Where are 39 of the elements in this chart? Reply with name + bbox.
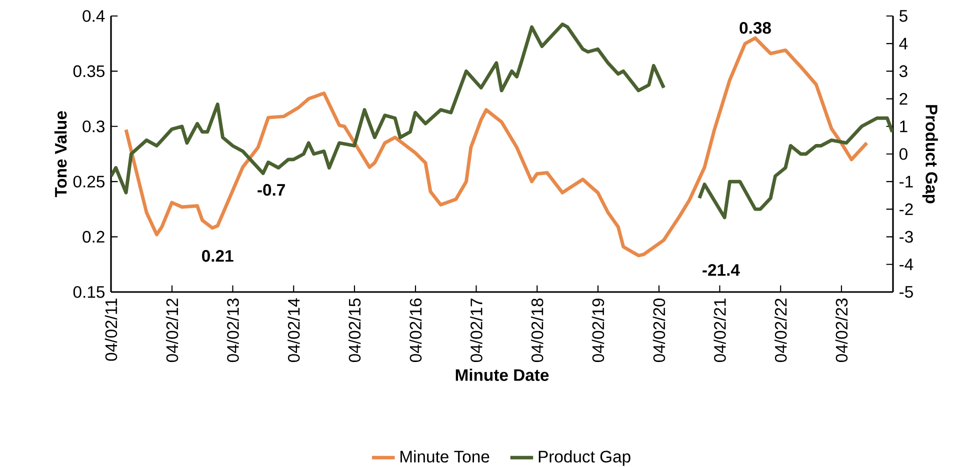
annotation: 0.21 bbox=[202, 250, 234, 262]
y2-tick-label: 0 bbox=[899, 148, 908, 160]
x-tick-label: 04/02/21 bbox=[714, 298, 726, 362]
annotation: -0.7 bbox=[258, 184, 285, 196]
x-tick-label: 04/02/22 bbox=[774, 298, 787, 362]
x-tick-label: 04/02/11 bbox=[104, 298, 118, 361]
y2-tick-label: -5 bbox=[900, 286, 913, 298]
x-tick-label: 04/02/14 bbox=[287, 298, 300, 362]
y-tick-label: 0.3 bbox=[82, 120, 104, 132]
x-tick-label: 04/02/15 bbox=[348, 298, 361, 362]
y2-tick-label: 4 bbox=[899, 38, 908, 50]
y2-tick-label: -1 bbox=[900, 176, 913, 188]
x-axis-title: Minute Date bbox=[456, 368, 549, 381]
y-axis-title: Tone Value bbox=[54, 111, 67, 198]
x-tick-label: 04/02/19 bbox=[592, 298, 604, 362]
annotation: -21.4 bbox=[702, 264, 740, 276]
legend-label: Minute Tone bbox=[400, 450, 490, 463]
x-tick-label: 04/02/18 bbox=[530, 298, 544, 362]
x-tick-label: 04/02/20 bbox=[652, 298, 666, 362]
y2-tick-label: 1 bbox=[900, 120, 908, 132]
x-tick-label: 04/02/17 bbox=[470, 298, 482, 362]
x-tick-label: 04/02/13 bbox=[226, 298, 239, 362]
x-tick-label: 04/02/12 bbox=[166, 298, 178, 362]
y-tick-label: 0.2 bbox=[82, 230, 104, 243]
y2-tick-label: 5 bbox=[899, 10, 908, 22]
y-tick-label: 0.35 bbox=[73, 65, 104, 78]
y2-tick-label: 2 bbox=[900, 92, 908, 105]
annotation: 0.38 bbox=[740, 22, 771, 34]
y2-tick-label: -3 bbox=[900, 230, 913, 243]
y2-tick-label: -4 bbox=[900, 258, 914, 270]
y-tick-label: 0.25 bbox=[73, 176, 104, 188]
x-tick-label: 04/02/16 bbox=[409, 298, 422, 362]
legend-label: Product Gap bbox=[538, 450, 630, 466]
y-tick-label: 0.4 bbox=[82, 10, 105, 22]
y-tick-label: 0.15 bbox=[73, 286, 104, 298]
y2-tick-label: 3 bbox=[899, 65, 908, 78]
y2-axis-title: Product Gap bbox=[922, 105, 938, 204]
x-tick-label: 04/02/23 bbox=[835, 298, 848, 362]
y2-tick-label: -2 bbox=[900, 203, 913, 216]
